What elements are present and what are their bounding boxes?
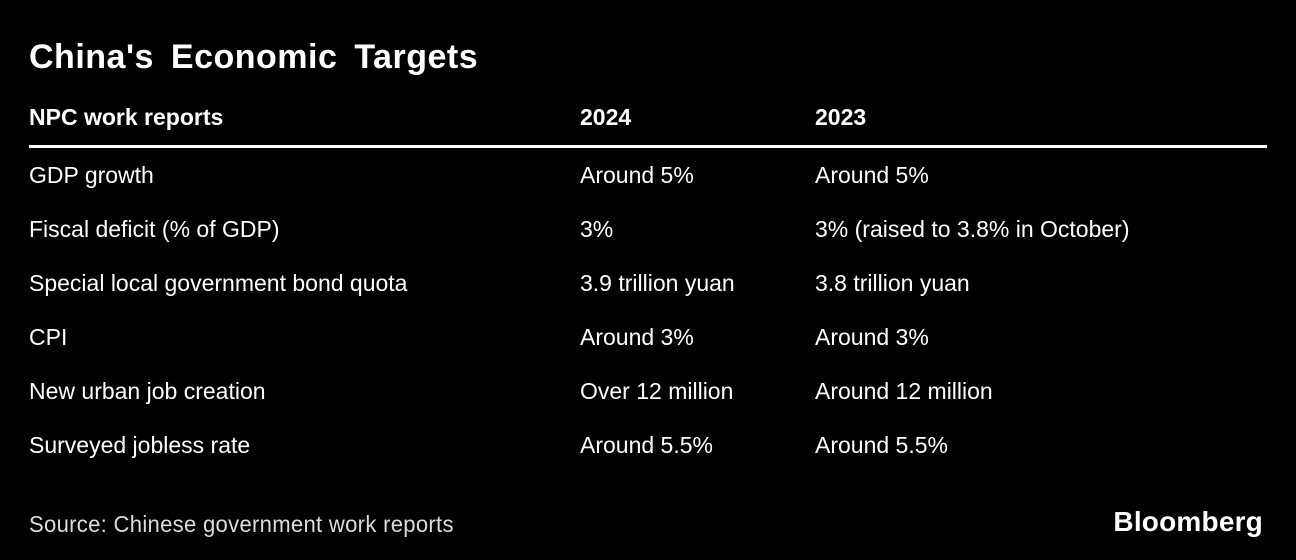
table-row-gdp-growth: GDP growth Around 5% Around 5%	[29, 148, 1267, 202]
table-row-cpi: CPI Around 3% Around 3%	[29, 310, 1267, 364]
targets-table: NPC work reports 2024 2023 GDP growth Ar…	[29, 105, 1267, 472]
value-2023: 3.8 trillion yuan	[815, 269, 970, 296]
value-2023: 3% (raised to 3.8% in October)	[815, 215, 1130, 242]
page-title: China's Economic Targets	[29, 38, 479, 76]
row-label: Special local government bond quota	[29, 269, 408, 296]
table-header-row: NPC work reports 2024 2023	[29, 105, 1267, 149]
value-2024: 3.9 trillion yuan	[580, 269, 735, 296]
value-2023: Around 3%	[815, 323, 929, 350]
row-label: New urban job creation	[29, 377, 266, 404]
table-body: GDP growth Around 5% Around 5% Fiscal de…	[29, 148, 1267, 472]
table-row-surveyed-jobless-rate: Surveyed jobless rate Around 5.5% Around…	[29, 418, 1267, 472]
row-label: Surveyed jobless rate	[29, 431, 251, 458]
footer: Source: Chinese government work reports …	[29, 506, 1263, 538]
source-note: Source: Chinese government work reports	[29, 511, 454, 537]
value-2024: Over 12 million	[580, 377, 734, 404]
row-label: GDP growth	[29, 161, 154, 188]
column-header-2023: 2023	[815, 105, 867, 130]
table-row-special-bond-quota: Special local government bond quota 3.9 …	[29, 256, 1267, 310]
table-row-fiscal-deficit: Fiscal deficit (% of GDP) 3% 3% (raised …	[29, 202, 1267, 256]
column-header-2024: 2024	[580, 105, 632, 130]
value-2023: Around 12 million	[815, 377, 993, 404]
value-2024: Around 3%	[580, 323, 694, 350]
row-label: CPI	[29, 323, 68, 350]
value-2023: Around 5.5%	[815, 431, 948, 458]
row-label: Fiscal deficit (% of GDP)	[29, 215, 280, 242]
value-2024: Around 5.5%	[580, 431, 713, 458]
value-2024: Around 5%	[580, 161, 694, 188]
value-2023: Around 5%	[815, 161, 929, 188]
table-row-new-urban-job-creation: New urban job creation Over 12 million A…	[29, 364, 1267, 418]
column-header-npc-work-reports: NPC work reports	[29, 105, 224, 130]
bloomberg-logo: Bloomberg	[1113, 506, 1263, 537]
value-2024: 3%	[580, 215, 614, 242]
